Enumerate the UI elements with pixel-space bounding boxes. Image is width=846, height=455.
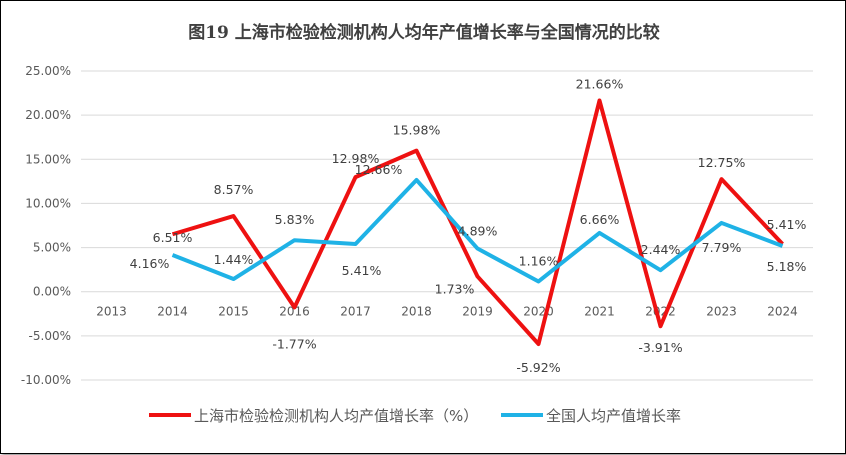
y-tick-label: 0.00% <box>33 285 71 299</box>
data-label-national: 2.44% <box>641 242 681 257</box>
y-tick-label: 20.00% <box>25 108 71 122</box>
y-tick-label: -10.00% <box>21 373 71 387</box>
data-label-shanghai: 21.66% <box>576 76 624 91</box>
x-tick-label: 2015 <box>218 305 249 319</box>
data-label-national: 4.16% <box>130 256 170 271</box>
y-tick-label: -5.00% <box>29 329 71 343</box>
x-tick-label: 2016 <box>279 305 310 319</box>
series-line-shanghai <box>171 98 784 346</box>
data-label-national: 1.16% <box>519 253 559 268</box>
data-label-shanghai: -1.77% <box>272 336 316 351</box>
legend: 上海市检验检测机构人均产值增长率（%） 全国人均产值增长率 <box>149 407 681 425</box>
data-label-national: 7.79% <box>702 240 742 255</box>
data-label-national: 6.66% <box>580 212 620 227</box>
data-label-shanghai: 12.98% <box>332 151 380 166</box>
y-tick-label: 10.00% <box>25 196 71 210</box>
y-tick-label: 5.00% <box>33 241 71 255</box>
data-label-national: 12.66% <box>355 162 403 177</box>
data-label-shanghai: 5.41% <box>767 217 807 232</box>
chart-title: 图19 上海市检验检测机构人均年产值增长率与全国情况的比较 <box>188 22 660 43</box>
data-label-shanghai: 8.57% <box>214 182 254 197</box>
data-label-national: 5.18% <box>767 259 807 274</box>
y-tick-label: 15.00% <box>25 152 71 166</box>
data-label-shanghai: 15.98% <box>393 123 441 138</box>
x-tick-label: 2021 <box>584 305 615 319</box>
data-label-national: 5.83% <box>275 212 315 227</box>
x-tick-label: 2022 <box>645 305 676 319</box>
series-line-national <box>171 177 784 284</box>
data-label-shanghai: -3.91% <box>638 340 682 355</box>
x-tick-label: 2024 <box>767 305 798 319</box>
data-label-national: 1.44% <box>214 252 254 267</box>
legend-label-shanghai: 上海市检验检测机构人均产值增长率（%） <box>194 407 478 425</box>
data-label-shanghai: 1.73% <box>435 281 475 296</box>
x-tick-label: 2017 <box>340 305 371 319</box>
x-tick-label: 2023 <box>706 305 737 319</box>
data-label-shanghai: -5.92% <box>516 360 560 375</box>
x-tick-label: 2013 <box>96 305 127 319</box>
x-tick-label: 2018 <box>401 305 432 319</box>
x-tick-label: 2014 <box>157 305 188 319</box>
data-label-shanghai: 6.51% <box>153 230 193 245</box>
y-tick-label: 25.00% <box>25 64 71 78</box>
x-tick-label: 2019 <box>462 305 493 319</box>
legend-label-national: 全国人均产值增长率 <box>546 407 681 425</box>
data-label-national: 4.89% <box>458 224 498 239</box>
data-label-national: 5.41% <box>342 263 382 278</box>
data-label-shanghai: 12.75% <box>698 155 746 170</box>
